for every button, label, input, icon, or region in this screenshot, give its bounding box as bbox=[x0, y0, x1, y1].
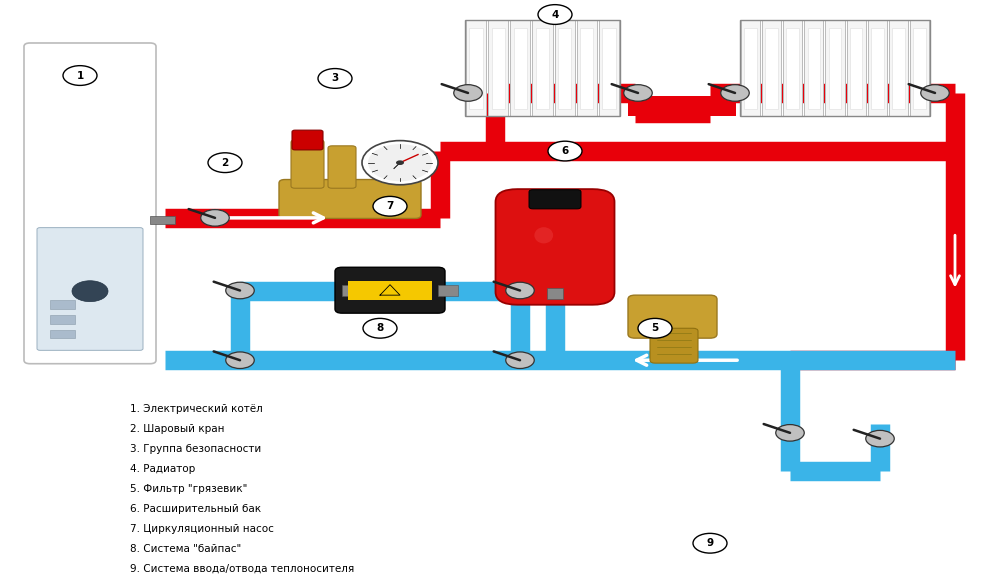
FancyBboxPatch shape bbox=[24, 43, 156, 364]
Bar bbox=[783, 20, 802, 116]
FancyBboxPatch shape bbox=[37, 228, 143, 350]
Circle shape bbox=[362, 141, 438, 185]
Bar bbox=[348, 281, 432, 300]
Bar bbox=[580, 28, 593, 109]
Circle shape bbox=[396, 160, 404, 165]
Text: 8: 8 bbox=[376, 323, 384, 333]
Circle shape bbox=[776, 425, 804, 441]
Circle shape bbox=[208, 153, 242, 173]
FancyBboxPatch shape bbox=[496, 189, 614, 305]
Circle shape bbox=[721, 85, 749, 101]
Bar bbox=[514, 28, 527, 109]
Circle shape bbox=[638, 318, 672, 338]
Text: 1: 1 bbox=[76, 70, 84, 81]
Circle shape bbox=[373, 196, 407, 216]
Bar bbox=[808, 28, 820, 109]
Bar bbox=[466, 20, 486, 116]
Bar bbox=[50, 329, 75, 338]
Circle shape bbox=[624, 85, 652, 101]
Bar bbox=[871, 28, 884, 109]
Circle shape bbox=[201, 210, 229, 226]
Bar bbox=[50, 300, 75, 309]
Circle shape bbox=[72, 281, 108, 302]
Bar bbox=[889, 20, 908, 116]
Text: 3: 3 bbox=[331, 73, 339, 84]
Bar bbox=[825, 20, 845, 116]
Text: 9: 9 bbox=[706, 538, 714, 548]
Bar bbox=[847, 20, 866, 116]
Text: 7. Циркуляционный насос: 7. Циркуляционный насос bbox=[130, 524, 274, 534]
Text: 3. Группа безопасности: 3. Группа безопасности bbox=[130, 444, 261, 454]
Bar bbox=[602, 28, 616, 109]
Bar bbox=[762, 20, 781, 116]
Bar bbox=[547, 289, 563, 299]
Bar bbox=[829, 28, 841, 109]
Text: 5. Фильтр "грязевик": 5. Фильтр "грязевик" bbox=[130, 484, 247, 494]
Bar bbox=[488, 20, 508, 116]
Bar bbox=[765, 28, 778, 109]
Text: 7: 7 bbox=[386, 201, 394, 211]
FancyBboxPatch shape bbox=[328, 146, 356, 188]
Bar bbox=[50, 315, 75, 324]
Bar bbox=[744, 28, 757, 109]
Bar bbox=[150, 216, 175, 224]
Bar bbox=[532, 20, 553, 116]
Text: 4: 4 bbox=[551, 9, 559, 20]
Bar bbox=[892, 28, 905, 109]
FancyBboxPatch shape bbox=[292, 130, 323, 150]
Text: 1. Электрический котёл: 1. Электрический котёл bbox=[130, 404, 263, 414]
Bar bbox=[438, 285, 458, 296]
Text: 8. Система "байпас": 8. Система "байпас" bbox=[130, 544, 241, 554]
Bar bbox=[465, 20, 620, 116]
Circle shape bbox=[226, 282, 254, 299]
Circle shape bbox=[506, 282, 534, 299]
Text: 6. Расширительный бак: 6. Расширительный бак bbox=[130, 504, 261, 514]
Bar bbox=[910, 20, 929, 116]
Bar bbox=[558, 28, 571, 109]
Text: 5: 5 bbox=[651, 323, 659, 333]
Circle shape bbox=[866, 431, 894, 447]
Bar bbox=[510, 20, 530, 116]
Text: 2: 2 bbox=[221, 157, 229, 168]
Circle shape bbox=[454, 85, 482, 101]
Bar bbox=[599, 20, 619, 116]
Bar bbox=[786, 28, 799, 109]
Circle shape bbox=[226, 352, 254, 368]
Circle shape bbox=[538, 5, 572, 24]
FancyBboxPatch shape bbox=[279, 180, 421, 218]
Text: 2. Шаровый кран: 2. Шаровый кран bbox=[130, 424, 224, 434]
Circle shape bbox=[63, 66, 97, 85]
Ellipse shape bbox=[534, 227, 553, 243]
Circle shape bbox=[506, 352, 534, 368]
Bar bbox=[555, 20, 575, 116]
Bar bbox=[868, 20, 887, 116]
Bar bbox=[804, 20, 823, 116]
Bar bbox=[628, 96, 736, 116]
Bar bbox=[469, 28, 483, 109]
FancyBboxPatch shape bbox=[291, 140, 324, 188]
FancyBboxPatch shape bbox=[335, 267, 445, 313]
Bar bbox=[577, 20, 597, 116]
Circle shape bbox=[318, 69, 352, 88]
Bar bbox=[850, 28, 862, 109]
Circle shape bbox=[368, 144, 432, 181]
Text: 4. Радиатор: 4. Радиатор bbox=[130, 464, 195, 474]
Circle shape bbox=[548, 141, 582, 161]
Text: 9. Система ввода/отвода теплоносителя: 9. Система ввода/отвода теплоносителя bbox=[130, 564, 354, 574]
Text: 6: 6 bbox=[561, 146, 569, 156]
FancyBboxPatch shape bbox=[628, 295, 717, 338]
FancyBboxPatch shape bbox=[529, 190, 581, 209]
Circle shape bbox=[921, 85, 949, 101]
FancyBboxPatch shape bbox=[650, 328, 698, 363]
Circle shape bbox=[693, 533, 727, 553]
Bar bbox=[492, 28, 505, 109]
Bar bbox=[741, 20, 760, 116]
Circle shape bbox=[363, 318, 397, 338]
Bar bbox=[740, 20, 930, 116]
Bar bbox=[342, 285, 362, 296]
Bar bbox=[536, 28, 549, 109]
Bar bbox=[913, 28, 926, 109]
